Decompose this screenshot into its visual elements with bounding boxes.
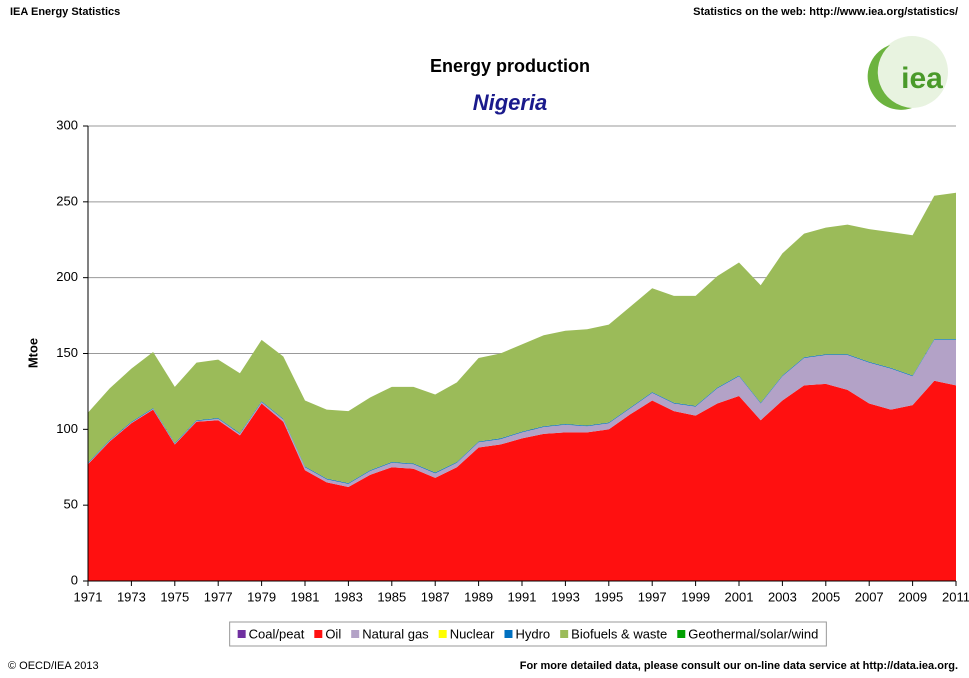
logo-swoosh bbox=[867, 45, 912, 110]
x-tick-label: 1993 bbox=[551, 589, 580, 604]
legend-swatch bbox=[351, 630, 360, 638]
y-tick-label: 200 bbox=[56, 269, 78, 284]
y-tick-label: 250 bbox=[56, 193, 78, 208]
x-tick-label: 1979 bbox=[247, 589, 276, 604]
x-tick-label: 2011 bbox=[942, 589, 969, 604]
x-tick-label: 1981 bbox=[291, 589, 320, 604]
y-tick-label: 50 bbox=[64, 497, 78, 512]
header-left: IEA Energy Statistics bbox=[10, 6, 120, 18]
y-axis-label: Mtoe bbox=[25, 338, 40, 368]
y-tick-label: 300 bbox=[56, 117, 78, 132]
x-tick-label: 2003 bbox=[768, 589, 797, 604]
legend-label: Oil bbox=[325, 626, 341, 641]
logo-text: iea bbox=[901, 62, 943, 95]
logo: iea bbox=[867, 36, 948, 110]
footer-left: © OECD/IEA 2013 bbox=[8, 660, 99, 672]
x-tick-label: 1977 bbox=[204, 589, 233, 604]
legend-label: Nuclear bbox=[450, 626, 495, 641]
x-tick-label: 1971 bbox=[74, 589, 103, 604]
legend-swatch bbox=[237, 630, 246, 638]
chart-title: Energy production bbox=[430, 56, 590, 76]
legend-label: Natural gas bbox=[362, 626, 429, 641]
legend-label: Coal/peat bbox=[249, 626, 305, 641]
legend-swatch bbox=[438, 630, 447, 638]
x-tick-label: 2007 bbox=[855, 589, 884, 604]
x-tick-label: 1995 bbox=[594, 589, 623, 604]
area bbox=[88, 339, 956, 487]
x-tick-label: 1975 bbox=[160, 589, 189, 604]
x-tick-label: 1997 bbox=[638, 589, 667, 604]
legend-swatch bbox=[504, 630, 513, 638]
logo-circle bbox=[876, 36, 948, 108]
legend-label: Geothermal/solar/wind bbox=[688, 626, 818, 641]
x-tick-label: 1991 bbox=[508, 589, 537, 604]
legend-label: Biofuels & waste bbox=[571, 626, 667, 641]
legend-swatch bbox=[314, 630, 323, 638]
x-tick-label: 1985 bbox=[377, 589, 406, 604]
chart-subtitle: Nigeria bbox=[473, 90, 548, 115]
x-tick-label: 1999 bbox=[681, 589, 710, 604]
legend-label: Hydro bbox=[515, 626, 550, 641]
area bbox=[88, 192, 956, 484]
area bbox=[88, 380, 956, 581]
x-tick-label: 1989 bbox=[464, 589, 493, 604]
legend-swatch bbox=[677, 630, 686, 638]
y-tick-label: 100 bbox=[56, 421, 78, 436]
x-tick-label: 1987 bbox=[421, 589, 450, 604]
x-tick-label: 1983 bbox=[334, 589, 363, 604]
legend-box bbox=[229, 621, 827, 647]
header-right: Statistics on the web: http://www.iea.or… bbox=[693, 6, 958, 18]
legend: Coal/peat Oil Natural gas Nuclear Hydro Biofu… bbox=[229, 621, 827, 647]
legend-swatch bbox=[560, 630, 569, 638]
x-tick-label: 2009 bbox=[898, 589, 927, 604]
footer-right: For more detailed data, please consult o… bbox=[520, 660, 958, 672]
y-tick-label: 0 bbox=[71, 572, 78, 587]
x-tick-label: 2001 bbox=[725, 589, 754, 604]
x-tick-label: 2005 bbox=[811, 589, 840, 604]
x-tick-label: 1973 bbox=[117, 589, 146, 604]
y-tick-label: 150 bbox=[56, 345, 78, 360]
